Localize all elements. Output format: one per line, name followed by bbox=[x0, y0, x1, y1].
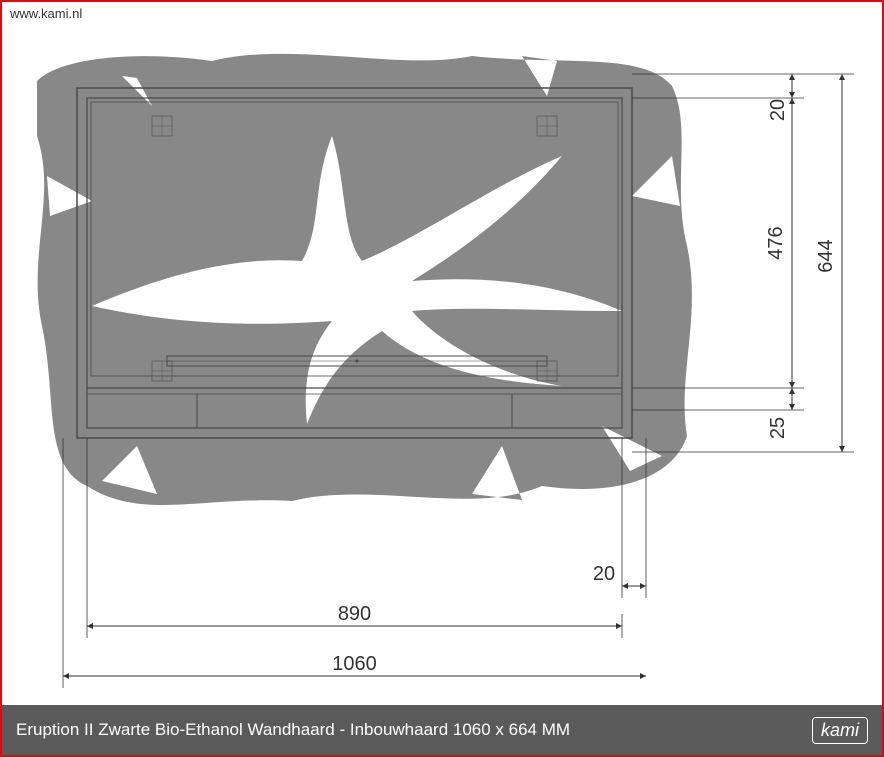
technical-drawing: 20 476 25 644 20 890 1060 bbox=[2, 26, 884, 706]
url-text: www.kami.nl bbox=[10, 6, 82, 21]
svg-text:644: 644 bbox=[815, 239, 837, 272]
svg-text:25: 25 bbox=[767, 417, 789, 439]
footer-bar: Eruption II Zwarte Bio-Ethanol Wandhaard… bbox=[2, 705, 882, 755]
product-title: Eruption II Zwarte Bio-Ethanol Wandhaard… bbox=[16, 720, 570, 740]
svg-text:20: 20 bbox=[593, 563, 615, 585]
svg-text:20: 20 bbox=[767, 99, 789, 121]
svg-text:1060: 1060 bbox=[332, 653, 377, 675]
svg-text:476: 476 bbox=[765, 226, 787, 259]
diagram-container: www.kami.nl 20 476 25 644 20 890 1060 Eruption… bbox=[0, 0, 884, 757]
drawing-area: 20 476 25 644 20 890 1060 bbox=[2, 26, 882, 703]
brand-logo: kami bbox=[812, 717, 868, 744]
svg-text:890: 890 bbox=[338, 603, 371, 625]
